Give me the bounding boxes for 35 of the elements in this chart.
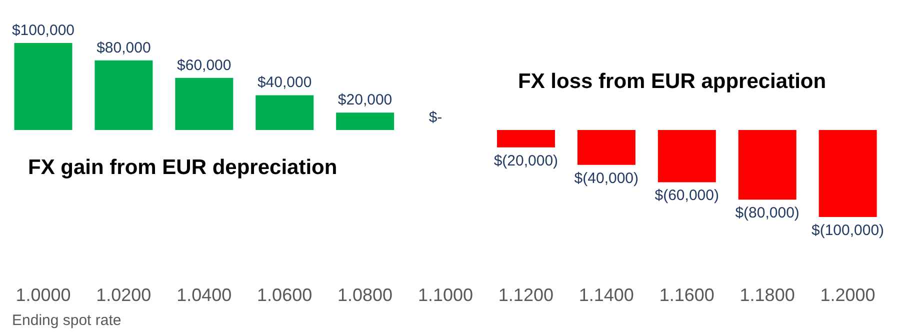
data-label: $80,000 bbox=[96, 39, 151, 56]
x-tick-label: 1.1400 bbox=[578, 284, 634, 305]
x-tick-label: 1.0600 bbox=[257, 284, 312, 305]
data-label: $(100,000) bbox=[811, 222, 884, 240]
annotation: FX gain from EUR depreciation bbox=[28, 156, 338, 180]
annotation: FX loss from EUR appreciation bbox=[518, 70, 826, 94]
bar bbox=[658, 130, 716, 182]
bar bbox=[496, 130, 555, 148]
x-axis-title: Ending spot rate bbox=[12, 312, 122, 329]
data-label: $60,000 bbox=[177, 56, 232, 74]
bar bbox=[336, 112, 394, 130]
data-label: $(60,000) bbox=[654, 187, 719, 204]
data-label: $(80,000) bbox=[735, 204, 800, 222]
bar bbox=[14, 43, 72, 130]
x-tick-label: 1.0400 bbox=[176, 284, 232, 305]
bar bbox=[577, 130, 636, 165]
data-label: $20,000 bbox=[338, 92, 392, 109]
data-label: $- bbox=[428, 109, 442, 126]
x-tick-label: 1.1200 bbox=[498, 284, 554, 305]
data-label: $(40,000) bbox=[574, 170, 639, 187]
bar bbox=[175, 78, 234, 130]
x-tick-label: 1.0200 bbox=[96, 284, 152, 305]
data-label: $100,000 bbox=[12, 22, 75, 40]
bar bbox=[94, 60, 153, 130]
x-tick-label: 1.0000 bbox=[16, 284, 71, 305]
bar bbox=[256, 95, 314, 130]
data-label: $40,000 bbox=[257, 74, 312, 92]
bar bbox=[818, 130, 877, 218]
x-tick-label: 1.1000 bbox=[418, 284, 474, 305]
x-tick-label: 1.2000 bbox=[820, 284, 876, 305]
x-tick-label: 1.1800 bbox=[740, 284, 795, 305]
data-label: $(20,000) bbox=[494, 152, 558, 170]
bar bbox=[738, 130, 796, 200]
x-tick-label: 1.0800 bbox=[338, 284, 393, 305]
x-tick-label: 1.1600 bbox=[659, 284, 714, 305]
